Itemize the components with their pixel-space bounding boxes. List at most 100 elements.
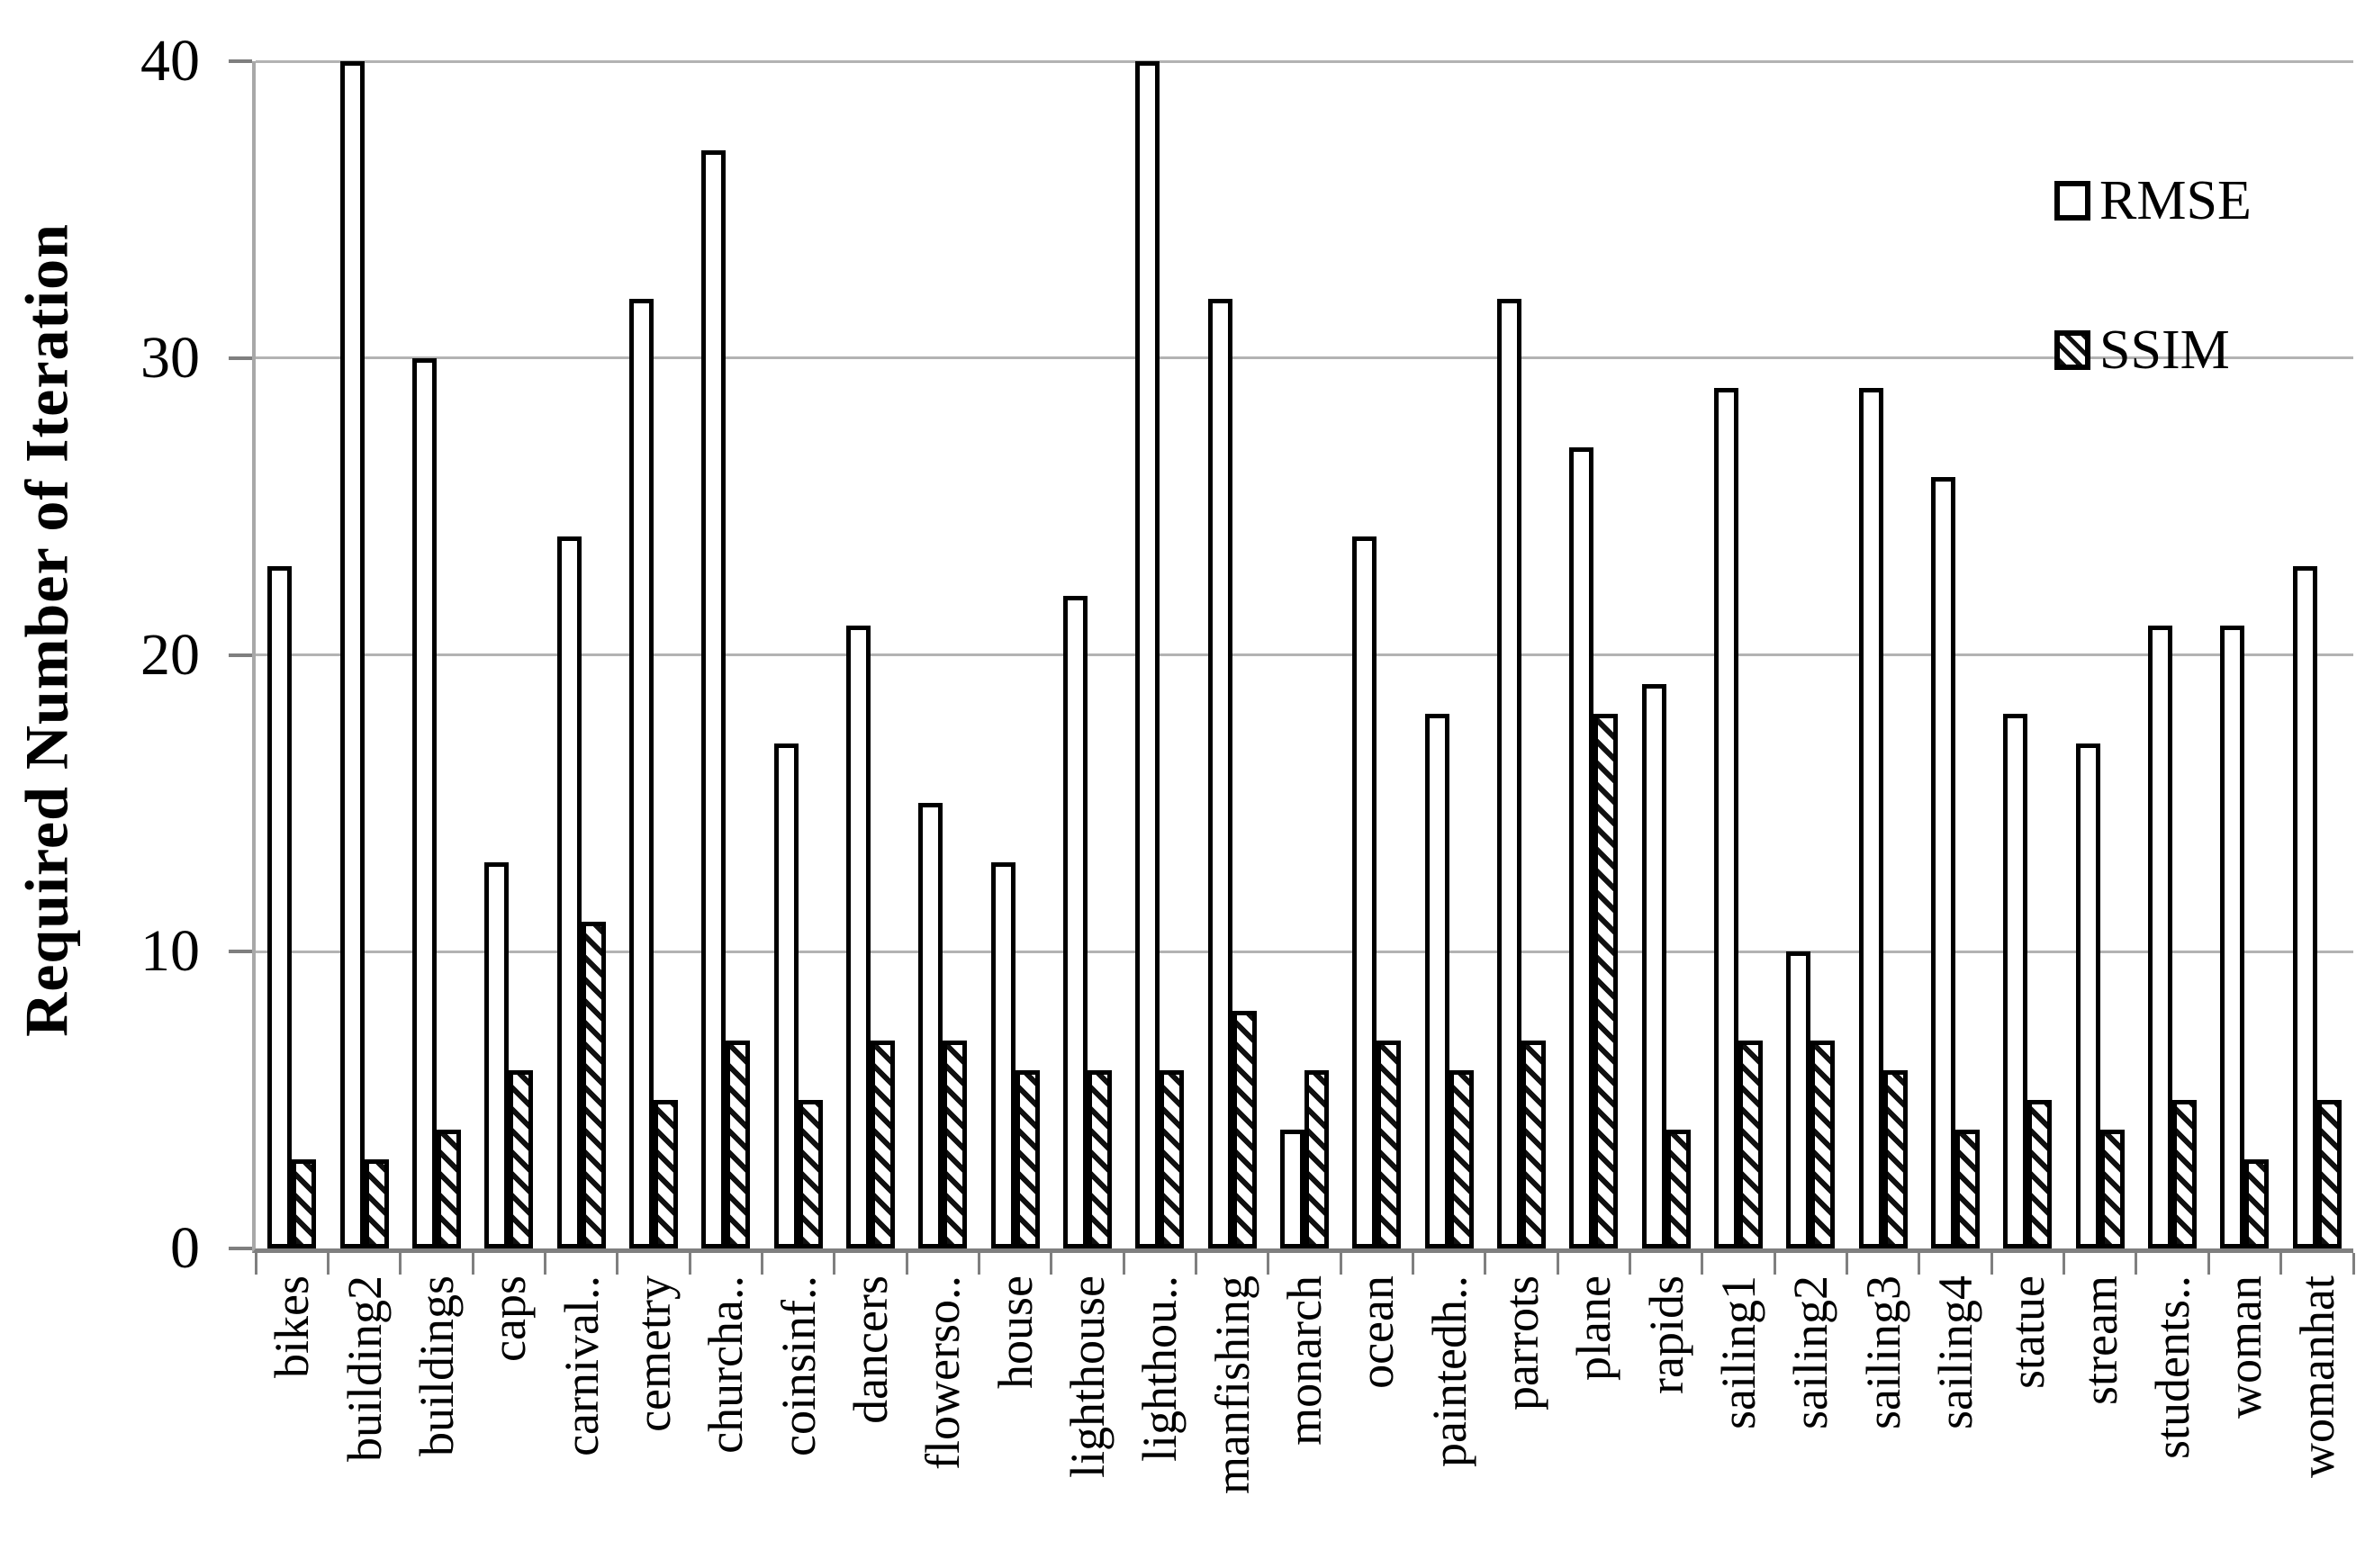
x-category-label: monarch [1277,1275,1331,1446]
bar-ssim-statue [2027,1100,2053,1248]
legend-label-rmse: RMSE [2099,170,2252,231]
bar-rmse-parrots [1497,298,1522,1248]
bar-rmse-students [2148,625,2173,1248]
bar-ssim-paintedh [1449,1070,1474,1248]
bar-ssim-carnival [581,922,606,1248]
bar-rmse-sailing4 [1931,476,1956,1248]
x-label-cell-statue: statue [1991,1275,2063,1389]
y-tick-label-20: 20 [140,621,200,688]
x-tick-mark [2063,1253,2066,1275]
bar-rmse-plane [1569,446,1594,1248]
bar-rmse-dancers [845,625,871,1248]
bar-ssim-churcha [726,1041,751,1248]
bar-group-woman [2208,61,2280,1248]
x-category-label: rapids [1638,1275,1693,1394]
x-tick-mark [1050,1253,1053,1275]
x-label-cell-churcha: churcha.. [690,1275,762,1454]
bar-rmse-buildings [411,357,437,1248]
bar-group-flowerso [907,61,979,1248]
bar-group-monarch [1268,61,1340,1248]
y-tick-label-40: 40 [140,28,200,94]
x-label-cell-coinsinf: coinsinf.. [762,1275,834,1456]
bar-group-bikes [256,61,328,1248]
bar-group-rapids [1630,61,1702,1248]
x-tick-mark [1339,1253,1342,1275]
x-label-cell-rapids: rapids [1630,1275,1702,1394]
x-tick-mark [1990,1253,1993,1275]
y-tick-mark-40 [229,59,252,63]
bar-group-buildings [401,61,473,1248]
bar-ssim-flowerso [943,1041,968,1248]
bar-ssim-sailing3 [1882,1070,1908,1248]
x-category-label: plane [1566,1275,1621,1381]
bar-ssim-monarch [1304,1070,1329,1248]
bar-ssim-womanhat [2316,1100,2342,1248]
x-category-label: sailing2 [1783,1275,1838,1429]
bar-ssim-rapids [1665,1130,1691,1248]
bar-rmse-caps [484,862,510,1248]
x-tick-mark [1122,1253,1125,1275]
x-category-label: house [988,1275,1043,1389]
x-category-label: cemetry [626,1275,681,1432]
bar-rmse-bikes [267,565,293,1248]
bar-group-house [979,61,1051,1248]
legend-label-ssim: SSIM [2099,320,2230,381]
y-axis-title: Required Number of Iteration [12,223,81,1037]
bar-ssim-buildings [436,1130,461,1248]
x-label-cell-stream: stream [2064,1275,2136,1405]
bar-ssim-stream [2099,1130,2125,1248]
bar-group-coinsinf [762,61,834,1248]
x-label-cell-house: house [979,1275,1051,1389]
y-tick-label-10: 10 [140,918,200,985]
bar-rmse-cemetry [628,298,654,1248]
bar-rmse-house [990,862,1016,1248]
plot-area: 0 10 20 30 40 bikes building2 buildings caps carn… [140,32,2355,1494]
x-category-label: caps [482,1275,537,1362]
bar-ssim-lighthouse [1087,1070,1112,1248]
x-category-label: parrots [1494,1275,1549,1410]
legend-item-rmse: RMSE [2054,173,2252,229]
x-category-label: churcha.. [699,1275,754,1454]
x-tick-mark [1918,1253,1921,1275]
x-label-cell-monarch: monarch [1268,1275,1340,1446]
x-label-cell-womanhat: womanhat [2281,1275,2353,1478]
bar-rmse-statue [2003,714,2028,1248]
bar-group-carnival [545,61,617,1248]
x-tick-mark [1629,1253,1632,1275]
bar-group-womanhat [2281,61,2353,1248]
x-label-cell-paintedh: paintedh.. [1413,1275,1485,1467]
x-label-cell-ocean: ocean [1340,1275,1413,1389]
x-tick-mark [1484,1253,1487,1275]
bar-ssim-sailing2 [1810,1041,1836,1248]
x-tick-mark [833,1253,836,1275]
bar-rmse-churcha [701,149,727,1248]
x-label-cell-caps: caps [473,1275,545,1362]
x-tick-mark [2279,1253,2283,1275]
x-label-cell-dancers: dancers [835,1275,907,1424]
x-label-cell-sailing3: sailing3 [1847,1275,1919,1429]
x-tick-mark [1773,1253,1776,1275]
x-label-cell-flowerso: flowerso.. [907,1275,979,1470]
bar-ssim-ocean [1377,1041,1402,1248]
x-tick-mark [905,1253,908,1275]
x-tick-mark [616,1253,619,1275]
x-label-cell-manfishing: manfishing [1196,1275,1268,1494]
x-category-label: paintedh.. [1422,1275,1476,1467]
x-tick-mark [1556,1253,1559,1275]
bar-rmse-woman [2220,625,2245,1248]
x-category-label: carnival.. [554,1275,609,1456]
bar-rmse-paintedh [1424,714,1449,1248]
bar-rmse-carnival [556,536,582,1248]
bar-group-paintedh [1413,61,1485,1248]
y-tick-label-30: 30 [140,324,200,391]
bar-group-parrots [1485,61,1557,1248]
x-category-label: lighthouse [1060,1275,1115,1478]
bar-rmse-coinsinf [773,743,799,1248]
x-tick-mark [1412,1253,1415,1275]
bar-ssim-parrots [1521,1041,1547,1248]
bar-ssim-sailing4 [1955,1130,1981,1248]
legend-item-ssim: SSIM [2054,322,2252,378]
x-tick-mark [1194,1253,1197,1275]
x-category-label: sailing4 [1928,1275,1983,1429]
x-label-cell-buildings: buildings [401,1275,473,1456]
